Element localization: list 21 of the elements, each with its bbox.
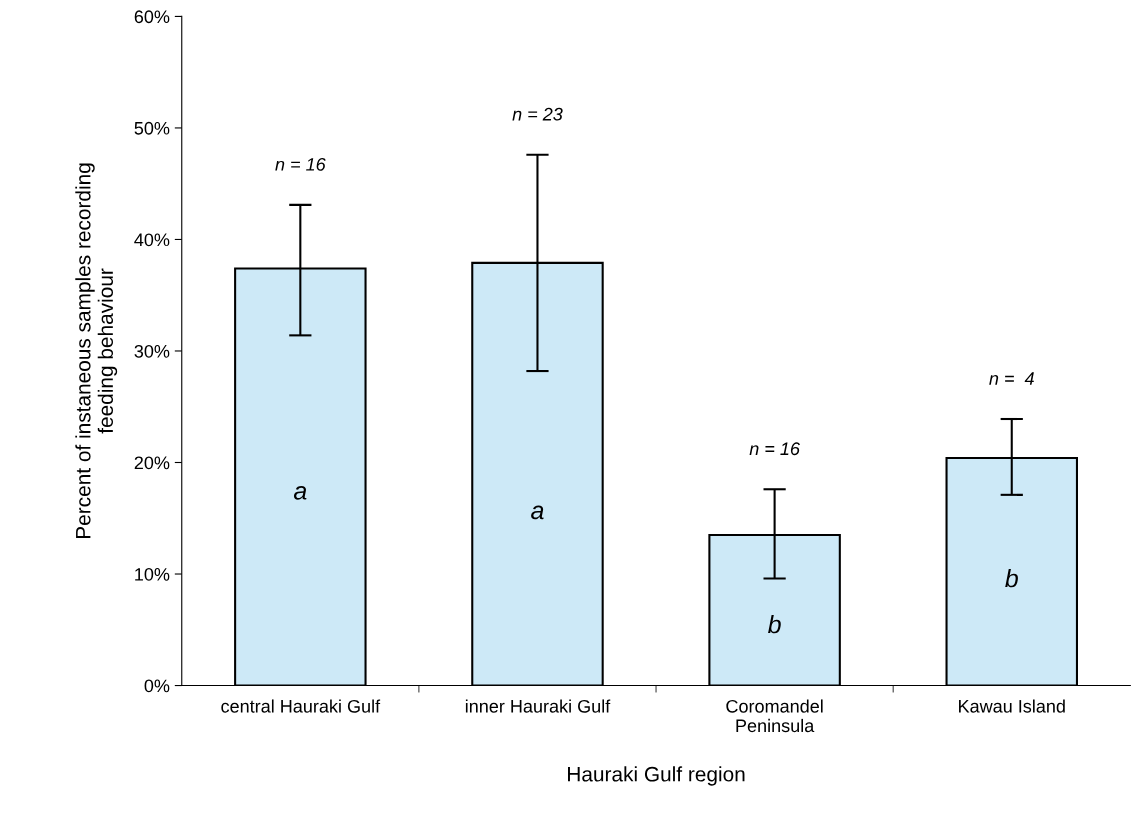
annotation: n = 4 — [989, 372, 1034, 385]
x-tick-label: inner Hauraki Gulf — [465, 699, 611, 713]
annotation: n = 16 — [749, 442, 800, 456]
annotation: b — [768, 615, 781, 634]
annotation: a — [531, 505, 544, 520]
y-tick-label: 20% — [134, 456, 170, 470]
y-tick-label: 40% — [134, 233, 170, 247]
annotation: a — [293, 485, 307, 500]
x-tick-label: Kawau Island — [959, 699, 1065, 713]
x-tick-label: central Hauraki Gulf — [221, 699, 381, 713]
x-axis-title: Hauraki Gulf region — [568, 766, 745, 786]
x-tick-label: Coromandel Peninsula — [726, 699, 823, 733]
y-tick-label: 0% — [144, 679, 170, 693]
y-axis-title: Percent of instaneous samples recording feeding behaviour — [75, 163, 118, 539]
y-tick-label: 60% — [134, 10, 170, 24]
y-tick-label: 10% — [135, 567, 170, 581]
y-tick-label: 50% — [134, 121, 170, 135]
y-tick-label: 30% — [134, 344, 170, 358]
annotation: n = 23 — [512, 107, 563, 121]
annotation: b — [1005, 569, 1018, 588]
annotation: n = 16 — [275, 157, 326, 171]
